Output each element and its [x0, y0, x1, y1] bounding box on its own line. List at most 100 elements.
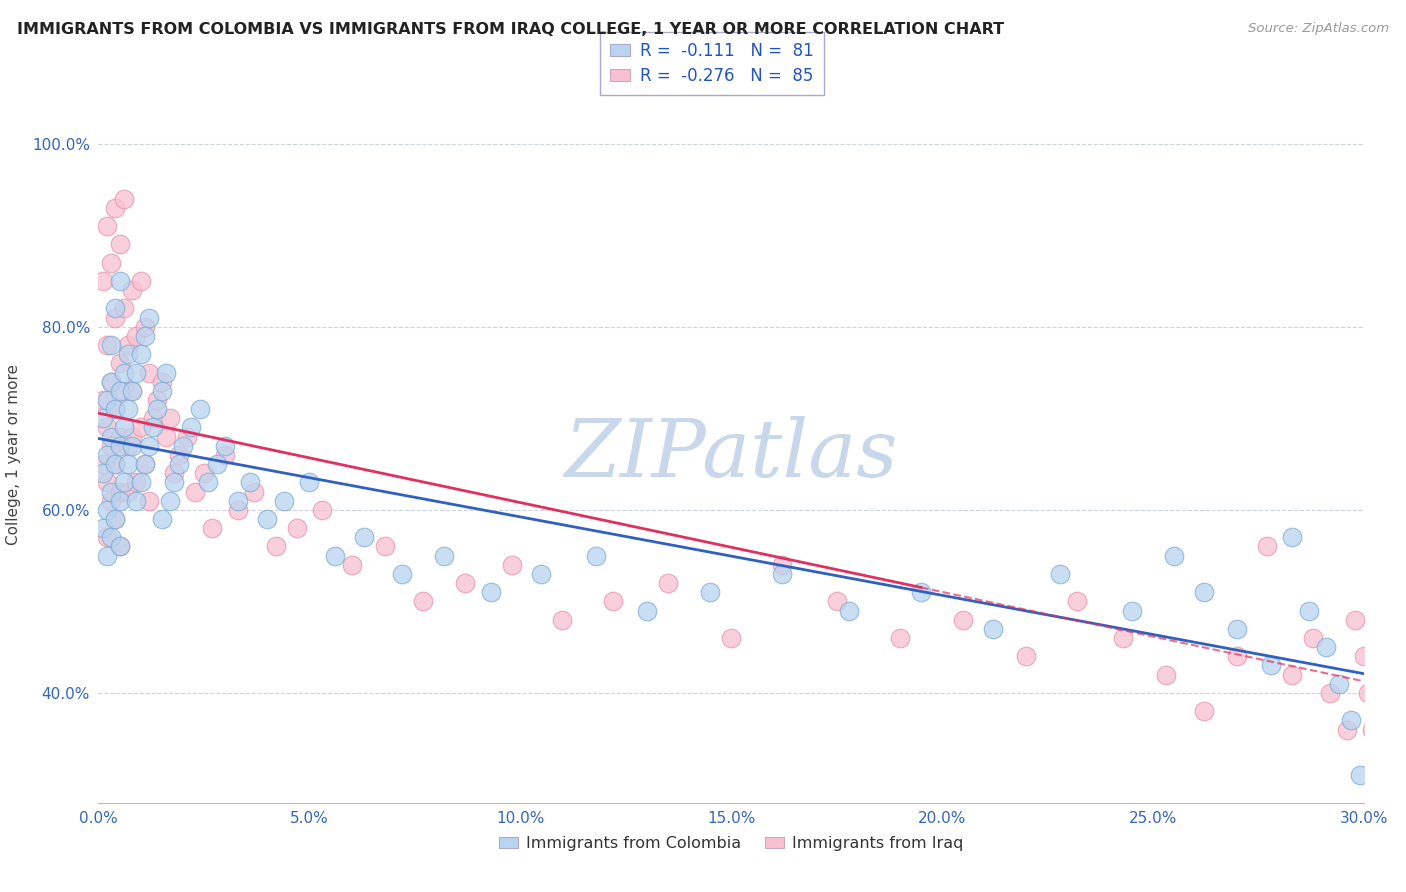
Point: [100, 484, 122, 499]
Point: [1302, 631, 1324, 645]
Point: [91, 392, 114, 407]
Point: [138, 310, 160, 325]
Point: [150, 512, 173, 526]
Point: [273, 493, 295, 508]
Point: [91, 274, 114, 288]
Point: [1192, 704, 1215, 718]
Point: [981, 622, 1004, 636]
Point: [117, 338, 139, 352]
Point: [100, 255, 122, 269]
Point: [150, 384, 173, 398]
Point: [256, 512, 278, 526]
Point: [952, 613, 974, 627]
Point: [1340, 714, 1362, 728]
Point: [1226, 622, 1249, 636]
Point: [167, 457, 190, 471]
Point: [163, 467, 186, 481]
Point: [96, 420, 118, 434]
Point: [285, 521, 308, 535]
Point: [433, 549, 456, 563]
Point: [239, 475, 262, 490]
Point: [201, 521, 224, 535]
Point: [104, 402, 127, 417]
Point: [180, 420, 202, 434]
Point: [108, 439, 131, 453]
Point: [108, 540, 131, 554]
Point: [159, 493, 181, 508]
Point: [91, 521, 114, 535]
Point: [454, 576, 477, 591]
Point: [1015, 649, 1038, 664]
Point: [100, 530, 122, 544]
Point: [108, 237, 131, 252]
Point: [104, 201, 127, 215]
Point: [117, 439, 139, 453]
Point: [134, 319, 156, 334]
Point: [104, 457, 127, 471]
Point: [100, 375, 122, 389]
Y-axis label: College, 1 year or more: College, 1 year or more: [6, 365, 21, 545]
Point: [138, 366, 160, 380]
Point: [104, 310, 127, 325]
Point: [214, 448, 236, 462]
Point: [311, 503, 333, 517]
Point: [112, 192, 135, 206]
Point: [117, 402, 139, 417]
Point: [1281, 530, 1303, 544]
Point: [243, 484, 266, 499]
Point: [391, 566, 413, 581]
Point: [163, 475, 186, 490]
Point: [96, 475, 118, 490]
Point: [121, 384, 143, 398]
Point: [770, 558, 793, 572]
Point: [530, 566, 553, 581]
Point: [167, 448, 190, 462]
Point: [176, 429, 198, 443]
Point: [699, 585, 721, 599]
Point: [825, 594, 848, 608]
Point: [479, 585, 502, 599]
Point: [1357, 686, 1379, 700]
Point: [1344, 613, 1367, 627]
Point: [298, 475, 321, 490]
Point: [1066, 594, 1088, 608]
Point: [142, 420, 165, 434]
Point: [108, 384, 131, 398]
Point: [129, 475, 152, 490]
Point: [125, 475, 148, 490]
Point: [155, 366, 177, 380]
Point: [129, 274, 152, 288]
Point: [96, 219, 118, 233]
Point: [134, 457, 156, 471]
Point: [1049, 566, 1071, 581]
Point: [226, 503, 249, 517]
Point: [585, 549, 607, 563]
Point: [117, 457, 139, 471]
Point: [770, 566, 793, 581]
Point: [100, 375, 122, 389]
Text: Source: ZipAtlas.com: Source: ZipAtlas.com: [1249, 22, 1389, 36]
Point: [138, 439, 160, 453]
Point: [193, 467, 215, 481]
Point: [104, 301, 127, 316]
Point: [125, 329, 148, 343]
Point: [129, 420, 152, 434]
Point: [602, 594, 624, 608]
Point: [117, 484, 139, 499]
Point: [108, 493, 131, 508]
Point: [551, 613, 574, 627]
Point: [226, 493, 249, 508]
Point: [353, 530, 375, 544]
Point: [142, 411, 165, 425]
Point: [1192, 585, 1215, 599]
Point: [121, 384, 143, 398]
Point: [264, 540, 287, 554]
Point: [1336, 723, 1358, 737]
Point: [108, 540, 131, 554]
Point: [96, 392, 118, 407]
Point: [1348, 768, 1371, 782]
Point: [108, 274, 131, 288]
Point: [155, 429, 177, 443]
Point: [1226, 649, 1249, 664]
Legend: Immigrants from Colombia, Immigrants from Iraq: Immigrants from Colombia, Immigrants fro…: [492, 830, 970, 857]
